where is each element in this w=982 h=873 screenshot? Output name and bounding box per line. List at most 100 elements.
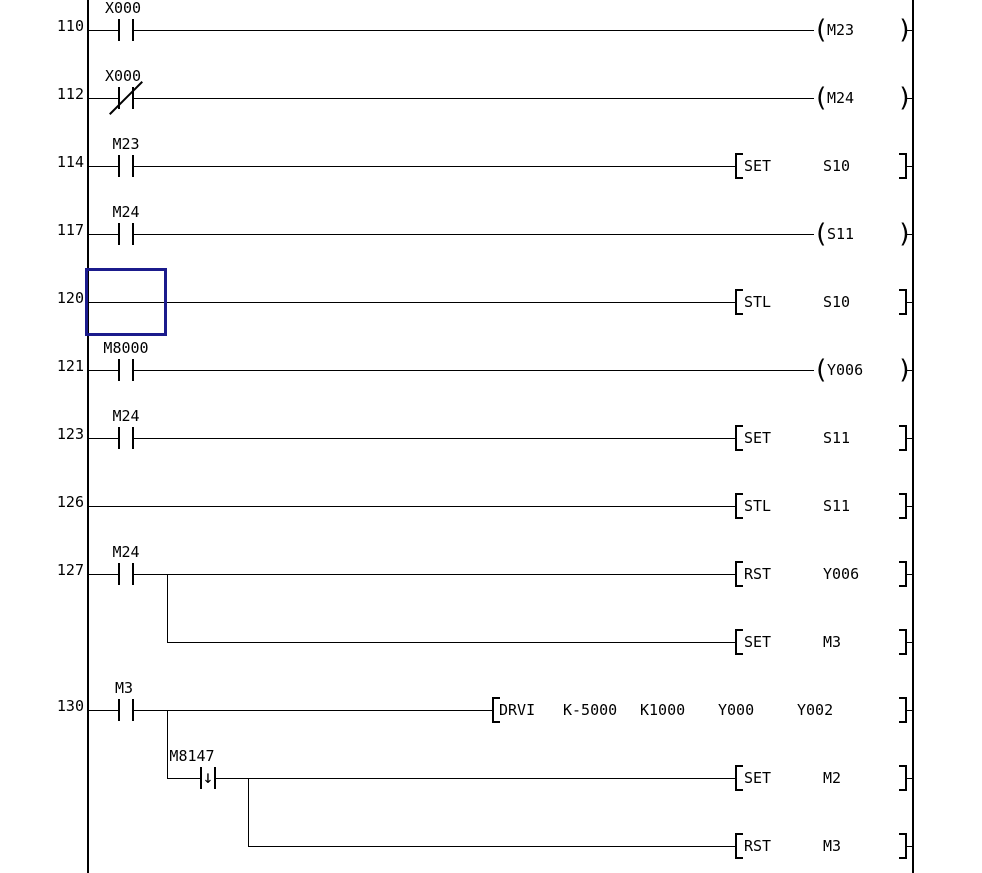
rung-wire <box>89 166 118 167</box>
branch-wire <box>248 778 249 847</box>
instruction-set-s10[interactable]: SET S10 <box>735 153 907 179</box>
instruction-open-bracket-icon <box>735 425 743 451</box>
instruction-close-bracket-icon <box>899 629 907 655</box>
step-number: 110 <box>56 17 84 35</box>
contact-bar-right <box>132 563 134 585</box>
instruction-text: M3 <box>823 837 842 855</box>
contact-no-m8000[interactable] <box>112 357 140 383</box>
instruction-open-bracket-icon <box>735 289 743 315</box>
instruction-stl-s11[interactable]: STL S11 <box>735 493 907 519</box>
coil-m23[interactable]: () M23 <box>813 16 913 44</box>
contact-label: M3 <box>114 679 134 697</box>
instruction-close-bracket-icon <box>899 493 907 519</box>
instruction-close-bracket-icon <box>899 697 907 723</box>
contact-no-m24[interactable] <box>112 561 140 587</box>
falling-edge-arrow-icon: ↓ <box>202 767 214 788</box>
instruction-close-bracket-icon <box>899 425 907 451</box>
contact-label: X000 <box>104 67 142 85</box>
coil-y006[interactable]: () Y006 <box>813 356 913 384</box>
rail-tick-wire <box>906 234 914 235</box>
coil-device: S11 <box>827 225 855 243</box>
contact-nc-x000[interactable] <box>109 81 143 115</box>
branch-wire <box>167 710 168 779</box>
contact-bar-left <box>118 87 120 109</box>
contact-bar-left <box>200 767 202 789</box>
rung-wire <box>89 506 735 507</box>
contact-label: M8000 <box>103 339 149 357</box>
rung-wire <box>89 302 735 303</box>
rung-wire <box>89 710 118 711</box>
coil-s11[interactable]: () S11 <box>813 219 913 249</box>
instruction-text: SET <box>744 633 772 651</box>
instruction-open-bracket-icon <box>492 697 500 723</box>
step-number: 114 <box>56 153 84 171</box>
instruction-stl-s10[interactable]: STL S10 <box>735 289 907 315</box>
rung-wire <box>134 234 814 235</box>
instruction-set-m3[interactable]: SET M3 <box>735 629 907 655</box>
rail-tick-wire <box>907 846 914 847</box>
coil-device: M23 <box>827 21 855 39</box>
edit-cursor[interactable] <box>85 268 167 336</box>
rail-tick-wire <box>906 30 914 31</box>
contact-bar-right <box>132 223 134 245</box>
rung-wire <box>134 30 814 31</box>
instruction-text: RST <box>744 837 772 855</box>
contact-falling-edge-m8147[interactable]: ↓ <box>194 765 222 791</box>
contact-no-m3[interactable] <box>112 697 140 723</box>
step-number: 123 <box>56 425 84 443</box>
instruction-text: K1000 <box>640 701 686 719</box>
step-number: 126 <box>56 493 84 511</box>
contact-label: M23 <box>112 135 140 153</box>
rail-tick-wire <box>906 98 914 99</box>
contact-bar-right <box>132 699 134 721</box>
instruction-rst-m3[interactable]: RST M3 <box>735 833 907 859</box>
instruction-open-bracket-icon <box>735 833 743 859</box>
instruction-text: M2 <box>823 769 842 787</box>
instruction-set-s11[interactable]: SET S11 <box>735 425 907 451</box>
contact-bar-left <box>118 19 120 41</box>
rung-wire <box>134 710 492 711</box>
coil-close-paren-icon: ) <box>897 83 913 113</box>
coil-close-paren-icon: ) <box>897 219 913 249</box>
instruction-text: STL <box>744 497 772 515</box>
rail-tick-wire <box>907 642 914 643</box>
instruction-text: M3 <box>823 633 842 651</box>
instruction-text: SET <box>744 769 772 787</box>
instruction-text: SET <box>744 157 772 175</box>
instruction-text: K-5000 <box>563 701 618 719</box>
contact-bar-left <box>118 427 120 449</box>
contact-no-x000[interactable] <box>112 17 140 43</box>
rung-wire <box>167 778 200 779</box>
contact-label: M8147 <box>169 747 215 765</box>
rung-wire <box>89 30 118 31</box>
nc-slash-icon <box>109 81 143 115</box>
instruction-close-bracket-icon <box>899 289 907 315</box>
branch-wire <box>167 574 168 643</box>
instruction-rst-y006[interactable]: RST Y006 <box>735 561 907 587</box>
instruction-set-m2[interactable]: SET M2 <box>735 765 907 791</box>
rung-wire <box>134 438 735 439</box>
contact-bar-right <box>214 767 216 789</box>
rung-wire <box>89 574 118 575</box>
instruction-text: S11 <box>823 497 851 515</box>
rail-tick-wire <box>907 438 914 439</box>
contact-no-m24[interactable] <box>112 221 140 247</box>
rail-tick-wire <box>907 506 914 507</box>
contact-bar-left <box>118 699 120 721</box>
rung-wire <box>134 574 735 575</box>
instruction-text: STL <box>744 293 772 311</box>
instruction-open-bracket-icon <box>735 765 743 791</box>
rung-wire <box>167 642 735 643</box>
rail-tick-wire <box>906 370 914 371</box>
contact-no-m24[interactable] <box>112 425 140 451</box>
rung-wire <box>89 438 118 439</box>
instruction-text: Y002 <box>797 701 834 719</box>
step-number: 130 <box>56 697 84 715</box>
instruction-drvi[interactable]: DRVI K-5000 K1000 Y000 Y002 <box>492 697 907 723</box>
rung-wire <box>134 98 814 99</box>
instruction-text: SET <box>744 429 772 447</box>
instruction-text: S10 <box>823 157 851 175</box>
coil-m24[interactable]: () M24 <box>813 83 913 113</box>
contact-no-m23[interactable] <box>112 153 140 179</box>
